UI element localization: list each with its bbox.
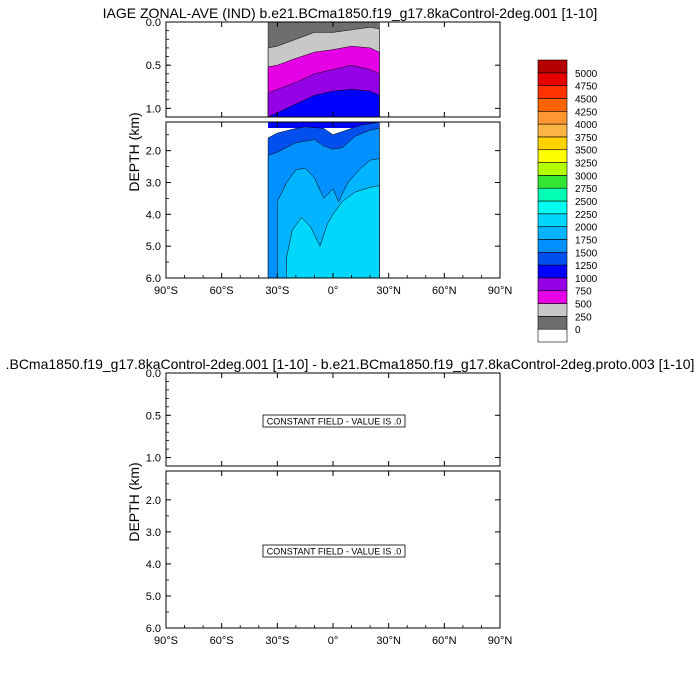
chart-1-y-tick-label-upper: 1.0 — [146, 103, 161, 115]
chart-2-axes: 90°S 60°S 30°S 0° 30°N 60°N 90°N 0.0 0.5 1.0 2.0 3.… — [146, 368, 513, 647]
chart-2-ylabel: DEPTH (km) — [126, 462, 142, 541]
colorbar-label: 1250 — [575, 261, 598, 272]
chart-2-x-tick-label: 0° — [328, 635, 339, 647]
colorbar-swatch — [537, 239, 568, 253]
colorbar-label: 3000 — [575, 171, 598, 182]
colorbar-label: 0 — [575, 325, 581, 336]
colorbar-swatch — [537, 59, 568, 74]
chart-2-title: .BCma1850.f19_g17.8kaControl-2deg.001 [1… — [6, 356, 695, 372]
chart-1-x-tick-label: 90°N — [488, 285, 513, 297]
chart-1-x-tick-label: 30°N — [376, 285, 401, 297]
contour-upper-1000 — [267, 89, 380, 118]
chart-1-y-tick-label-lower: 4.0 — [146, 209, 161, 221]
colorbar-label: 750 — [575, 287, 592, 298]
chart-2-y-tick-label-lower: 3.0 — [146, 527, 161, 539]
chart-2-y-tick-label-lower: 5.0 — [146, 591, 161, 603]
colorbar-swatch — [537, 303, 568, 317]
chart-2-y-tick-label-upper: 0.0 — [146, 368, 161, 380]
colorbar-label: 3500 — [575, 146, 598, 157]
colorbar-label: 2750 — [575, 184, 598, 195]
colorbar-swatch — [537, 277, 568, 292]
chart-2-y-tick-label-upper: 1.0 — [146, 453, 161, 465]
chart-1-y-tick-label-lower: 5.0 — [146, 241, 161, 253]
chart-1-lower-contours — [267, 121, 380, 279]
colorbar-swatch — [537, 213, 568, 227]
colorbar-label: 4750 — [575, 82, 598, 93]
colorbar-swatch — [537, 328, 568, 343]
chart-1-x-tick-label: 30°S — [265, 285, 289, 297]
colorbar-swatch — [537, 98, 568, 112]
colorbar-label: 4500 — [575, 94, 598, 105]
chart-2-x-tick-label: 30°N — [376, 635, 401, 647]
colorbar-swatch — [537, 175, 568, 189]
colorbar-swatch — [537, 264, 568, 279]
contour-lower-2000 — [286, 185, 380, 279]
colorbar-label: 500 — [575, 300, 592, 311]
colorbar-label: 2000 — [575, 223, 598, 234]
chart-1-y-tick-label-upper: 0.5 — [146, 60, 161, 72]
chart-2-y-tick-label-lower: 2.0 — [146, 495, 161, 507]
colorbar-swatch — [537, 290, 568, 304]
colorbar-label: 2500 — [575, 197, 598, 208]
chart-1-y-tick-label-lower: 2.0 — [146, 146, 161, 158]
chart-1-x-tick-label: 60°N — [432, 285, 457, 297]
chart-2-x-tick-label: 60°N — [432, 635, 457, 647]
constant-field-text-upper: CONSTANT FIELD - VALUE IS .0 — [267, 417, 402, 427]
colorbar-swatch — [537, 162, 568, 176]
colorbar-swatch — [537, 187, 568, 202]
colorbar-swatch — [537, 200, 568, 215]
colorbar-swatch — [537, 136, 568, 151]
chart-2-x-tick-label: 90°S — [154, 635, 178, 647]
chart-1-y-tick-label-lower: 6.0 — [146, 273, 161, 285]
colorbar-swatch — [537, 85, 568, 99]
chart-2-x-tick-label: 90°N — [488, 635, 513, 647]
colorbar-label: 1500 — [575, 248, 598, 259]
colorbar-swatch — [537, 251, 568, 266]
chart-1-y-tick-label-lower: 3.0 — [146, 177, 161, 189]
colorbar-label: 3250 — [575, 159, 598, 170]
chart-2-y-tick-label-lower: 4.0 — [146, 559, 161, 571]
colorbar-label: 3750 — [575, 133, 598, 144]
colorbar-swatch — [537, 149, 568, 163]
chart-1-x-tick-label: 90°S — [154, 285, 178, 297]
chart-1-upper-contours — [267, 21, 380, 118]
colorbar-label: 1750 — [575, 235, 598, 246]
colorbar-label: 5000 — [575, 69, 598, 80]
colorbar-swatch — [537, 110, 568, 125]
chart-1-x-tick-label: 0° — [328, 285, 339, 297]
colorbar-swatch — [537, 123, 568, 138]
constant-field-text-lower: CONSTANT FIELD - VALUE IS .0 — [267, 547, 402, 557]
constant-field-label-lower: CONSTANT FIELD - VALUE IS .0 — [262, 544, 406, 558]
chart-1-ylabel: DEPTH (km) — [126, 112, 142, 191]
colorbar-label: 4000 — [575, 120, 598, 131]
chart-1-y-tick-label-upper: 0.0 — [146, 17, 161, 29]
colorbar-swatch — [537, 316, 568, 330]
constant-field-label-upper: CONSTANT FIELD - VALUE IS .0 — [262, 414, 406, 428]
chart-2-x-tick-label: 30°S — [265, 635, 289, 647]
chart-1-title: IAGE ZONAL-AVE (IND) b.e21.BCma1850.f19_… — [103, 5, 598, 21]
chart-2-y-tick-label-upper: 0.5 — [146, 410, 161, 422]
colorbar-swatch — [537, 226, 568, 240]
contour-lower-band-1000 — [268, 122, 380, 128]
colorbar-label: 2250 — [575, 210, 598, 221]
colorbar-label: 1000 — [575, 274, 598, 285]
chart-2-y-tick-label-lower: 6.0 — [146, 623, 161, 635]
colorbar-label: 4250 — [575, 107, 598, 118]
colorbar-label: 250 — [575, 312, 592, 323]
chart-1-x-tick-label: 60°S — [210, 285, 234, 297]
chart-1-axes: 90°S 60°S 30°S 0° 30°N 60°N 90°N 0.0 0.5 1.0 2.0 3.… — [146, 17, 513, 297]
chart-2-x-tick-label: 60°S — [210, 635, 234, 647]
colorbar-swatch — [537, 72, 568, 86]
